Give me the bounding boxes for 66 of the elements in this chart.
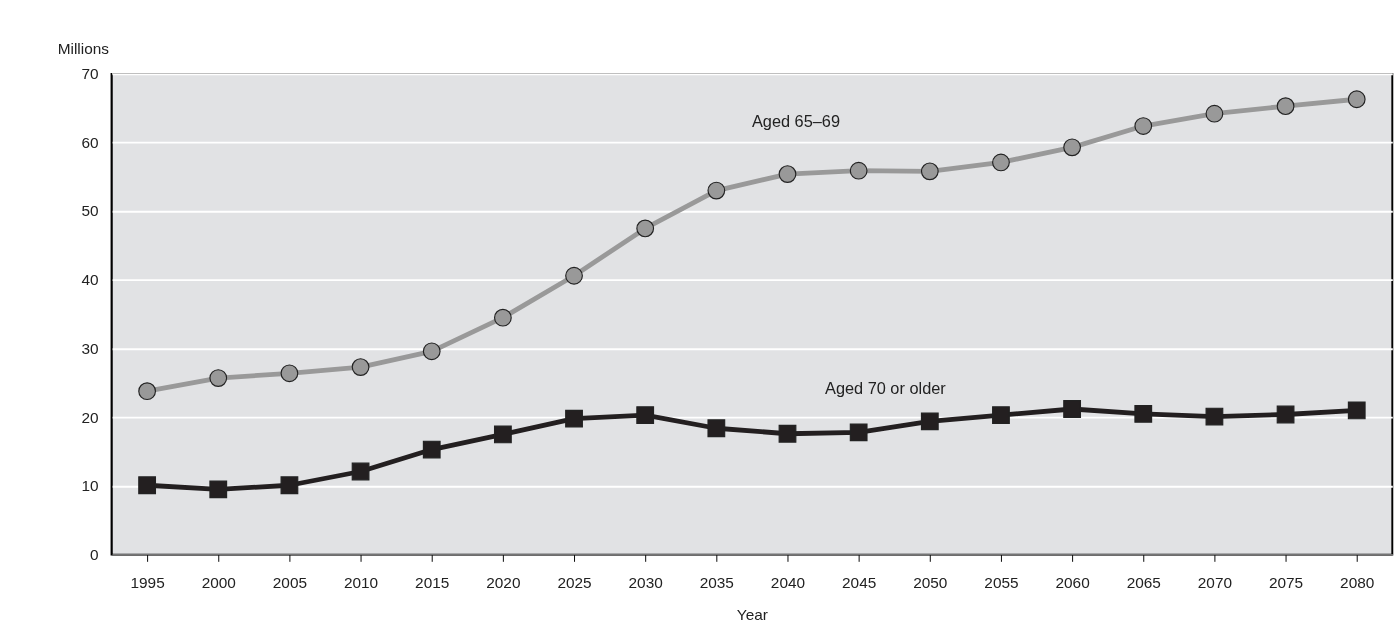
- point: [565, 409, 583, 428]
- text: Aged 65–69: [751, 111, 840, 130]
- point: [849, 161, 868, 180]
- point: [992, 406, 1010, 425]
- point: [351, 358, 370, 377]
- point: [209, 480, 228, 499]
- point: [778, 424, 797, 443]
- series-label: Aged 70 or older: [825, 379, 947, 398]
- point: [422, 440, 441, 459]
- point: [1134, 117, 1153, 135]
- point: [1063, 400, 1082, 418]
- point: [138, 476, 157, 495]
- x-tick-label: 2010: [343, 573, 379, 591]
- point: [422, 342, 441, 361]
- point: [992, 153, 1010, 172]
- y-tick-label: 20: [81, 408, 99, 426]
- x-axis-title: Year: [736, 606, 768, 624]
- point: [778, 165, 797, 184]
- point: [493, 425, 512, 444]
- x-tick-label: 2045: [842, 573, 877, 591]
- x-tick-label: 2020: [486, 573, 521, 591]
- x-tick-label: 2055: [984, 573, 1019, 591]
- x-tick-label: 2060: [1055, 573, 1090, 591]
- y-tick-label: 50: [81, 202, 99, 220]
- x-tick-label: 2040: [770, 573, 806, 591]
- x-tick-label: 2070: [1197, 573, 1233, 591]
- x-tick-label: 2080: [1340, 573, 1375, 591]
- point: [280, 364, 299, 383]
- point: [1134, 404, 1153, 423]
- point: [707, 419, 726, 438]
- point: [1347, 401, 1366, 420]
- x-tick-label: 2025: [557, 573, 592, 591]
- point: [1063, 138, 1082, 157]
- point: [636, 406, 655, 425]
- point: [920, 162, 939, 181]
- point: [565, 266, 583, 285]
- point: [280, 476, 299, 495]
- point: [636, 219, 655, 238]
- x-tick-label: 2075: [1268, 573, 1304, 591]
- y-tick-label: 40: [81, 271, 99, 289]
- point: [1205, 104, 1224, 123]
- x-tick-label: 2030: [628, 573, 663, 591]
- x-tick-label: 2005: [272, 573, 308, 591]
- x-tick-label: 2035: [699, 573, 734, 591]
- point: [351, 462, 370, 481]
- point: [493, 308, 512, 327]
- point: [1276, 405, 1295, 424]
- y-tick-label: 10: [81, 477, 99, 495]
- y-axis-title: Millions: [57, 39, 110, 57]
- point: [849, 423, 868, 442]
- x-tick-label: 2015: [415, 573, 450, 591]
- point: [1347, 90, 1366, 109]
- y-tick-label: 30: [81, 339, 99, 357]
- y-tick-label: 60: [81, 133, 99, 151]
- point: [1205, 407, 1224, 426]
- x-tick-label: 1995: [130, 573, 165, 591]
- point: [138, 382, 157, 401]
- point: [209, 369, 228, 387]
- point: [920, 412, 939, 431]
- y-tick-label: 70: [81, 65, 99, 83]
- x-tick-label: 2000: [201, 573, 236, 591]
- point: [1276, 97, 1295, 116]
- x-tick-label: 2050: [913, 573, 948, 591]
- x-tick-label: 2065: [1126, 573, 1161, 591]
- point: [707, 181, 726, 200]
- y-tick-label: 0: [90, 545, 99, 563]
